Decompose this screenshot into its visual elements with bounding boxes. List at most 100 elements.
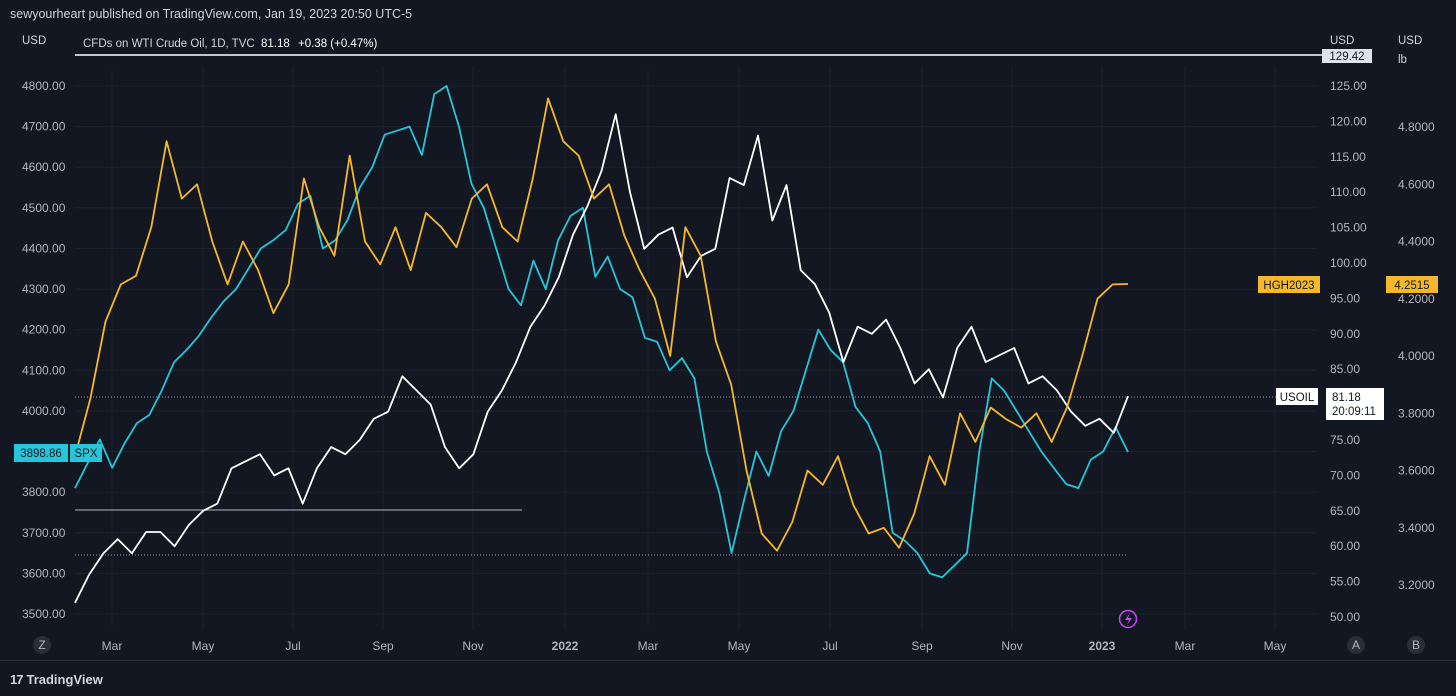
hg-series-line [74,97,1129,552]
left-axis-tick: 4700.00 [22,120,66,134]
left-axis-tick: 3500.00 [22,607,66,621]
price-chart[interactable]: USD USD USD lb CFDs on WTI Crude Oil, 1D… [0,28,1456,660]
spx-series-line [74,85,1129,579]
mid-axis-tick: 75.00 [1330,433,1360,447]
time-axis-tick: Mar [1175,639,1196,653]
left-axis-tick: 3700.00 [22,526,66,540]
mid-axis-tick: 70.00 [1330,468,1360,482]
hg-tag-label-bg [1258,276,1320,293]
left-axis-tick: 4800.00 [22,79,66,93]
hg-tag-value: 4.2515 [1394,280,1429,292]
hg-tag: HGH2023 4.2515 [1258,276,1438,293]
left-axis-tick: 4000.00 [22,404,66,418]
mid-axis-tick: 115.00 [1330,150,1366,164]
left-axis-tick: 3800.00 [22,485,66,499]
right-axis-tick: 4.2000 [1398,292,1435,306]
time-axis-tick: May [192,639,215,653]
mid-axis-tick: 110.00 [1330,185,1366,199]
realtime-badge[interactable] [1118,609,1138,629]
realtime-ring [1118,609,1138,629]
hg-tag-label: HGH2023 [1263,280,1314,292]
a-button-bg[interactable] [1347,636,1365,654]
time-axis-tick: Mar [638,639,659,653]
usoil-tag-label-bg [1276,388,1318,405]
time-axis-tick: 2022 [552,639,579,653]
right-axis-tick: 4.8000 [1398,120,1435,134]
hg-tag-value-bg [1386,276,1438,293]
mid-axis-unit: USD [1330,35,1354,47]
tradingview-logo-icon: 17 [10,672,24,687]
publisher-bar: sewyourheart published on TradingView.co… [0,0,1456,29]
time-axis-tick: Nov [462,639,483,653]
scale-buttons: Z A B [33,636,1425,654]
time-axis[interactable]: Mar May Jul Sep Nov 2022 Mar May Jul Sep Nov 2023 Ma… [102,639,1287,653]
top-value-tag: 129.42 [1322,49,1372,63]
right-axis-unit: USD [1398,35,1422,47]
spx-tag-value: 3898.86 [20,448,62,460]
mid-axis-tick: 85.00 [1330,362,1360,376]
spx-tag: 3898.86 SPX [14,444,102,462]
time-axis-tick: Sep [372,639,394,653]
right-axis-tick: 4.4000 [1398,235,1435,249]
legend[interactable]: CFDs on WTI Crude Oil, 1D, TVC 81.18 +0.… [83,38,377,50]
legend-last: 81.18 [261,38,290,50]
left-axis-unit: USD [22,35,46,47]
legend-symbol: CFDs on WTI Crude Oil, 1D, TVC [83,38,255,50]
time-axis-tick: May [1264,639,1287,653]
spx-tag-value-bg [14,444,68,462]
mid-axis-tick: 100.00 [1330,256,1367,270]
chart-grid [75,66,1316,630]
mid-axis-tick: 95.00 [1330,291,1360,305]
left-axis-tick: 4300.00 [22,282,66,296]
right-axis-tick: 3.2000 [1398,578,1435,592]
time-axis-tick: Jul [822,639,837,653]
right-axis-tick: 4.0000 [1398,349,1435,363]
right-axis-tick: 3.8000 [1398,406,1435,420]
mid-axis-tick: 60.00 [1330,539,1360,553]
time-axis-tick: 2023 [1089,639,1116,653]
mid-axis-tick: 120.00 [1330,114,1367,128]
spx-tag-label-bg [70,444,102,462]
usoil-tag-countdown: 20:09:11 [1332,406,1376,418]
time-axis-tick: Jul [285,639,300,653]
chart-background [0,28,1456,660]
tradingview-logo[interactable]: 17 TradingView [10,672,103,687]
right-axis-tick: 4.6000 [1398,177,1435,191]
left-axis-tick: 4400.00 [22,241,66,255]
left-axis-tick: 4600.00 [22,160,66,174]
usoil-tag-value-bg [1326,388,1384,420]
right-axis-subunit: lb [1398,54,1407,66]
mid-axis-tick: 55.00 [1330,575,1360,589]
z-button-bg[interactable] [33,636,51,654]
right-axis-tick: 3.4000 [1398,521,1435,535]
mid-axis-tick: 50.00 [1330,610,1360,624]
spx-tag-label: SPX [74,448,97,460]
left-axis-tick: 3600.00 [22,566,66,580]
right-axis-tick: 3.6000 [1398,464,1435,478]
tradingview-brand: TradingView [26,672,103,687]
mid-axis-tick: 105.00 [1330,221,1367,235]
time-axis-tick: May [728,639,751,653]
usoil-tag: USOIL 81.18 20:09:11 [1276,388,1384,420]
publisher-text: sewyourheart published on TradingView.co… [10,7,413,21]
right-axis[interactable]: 4.8000 4.6000 4.4000 4.2000 4.0000 3.8000 3.60… [1398,120,1435,592]
legend-change: +0.38 (+0.47%) [298,38,377,50]
footer-bar: 17 TradingView [0,660,1456,696]
left-axis-tick: 4500.00 [22,201,66,215]
b-button-bg[interactable] [1407,636,1425,654]
left-axis-tick: 4200.00 [22,323,66,337]
mid-axis-tick: 125.00 [1330,79,1367,93]
time-axis-tick: Sep [911,639,933,653]
b-button[interactable]: B [1412,638,1420,652]
z-button[interactable]: Z [38,638,45,652]
series-layer [74,85,1129,604]
time-axis-tick: Mar [102,639,123,653]
mid-axis-tick: 90.00 [1330,327,1360,341]
a-button[interactable]: A [1352,638,1360,652]
left-axis-tick: 4100.00 [22,363,66,377]
usoil-series-line [74,113,1129,604]
top-value-tag-bg [1322,49,1372,63]
top-value-tag-text: 129.42 [1329,51,1364,63]
mid-axis-tick: 65.00 [1330,504,1360,518]
usoil-tag-label: USOIL [1280,392,1315,404]
